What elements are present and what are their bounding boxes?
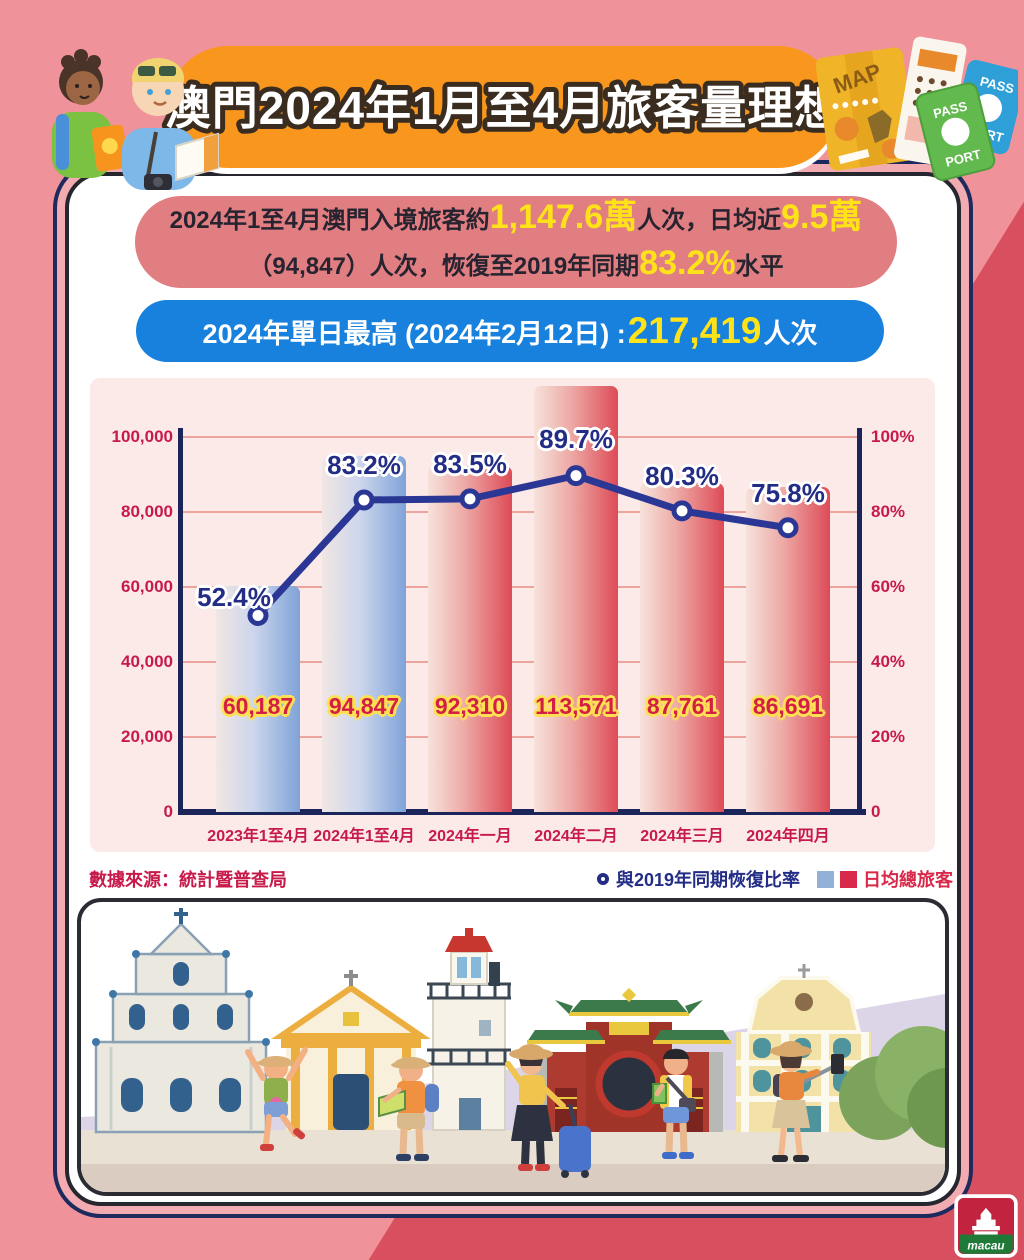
grid-line (183, 736, 859, 738)
ruins-of-st-pauls (92, 908, 270, 1134)
category-label: 2024年一月 (428, 828, 512, 845)
summary-daily-average: 9.5萬 (781, 198, 863, 236)
peak-banner: 2024年單日最高 (2024年2月12日) : 217,419 人次 (136, 300, 884, 362)
y-axis-right-tick-label: 80% (871, 502, 906, 521)
bar (322, 456, 406, 812)
category-label: 2023年1至4月 (207, 828, 309, 845)
macau-logo: macau (954, 1194, 1018, 1258)
category-label: 2024年1至4月 (313, 828, 415, 845)
bar-value-label: 87,761 (646, 693, 718, 719)
bar-value-label: 86,691 (752, 693, 824, 719)
travel-documents-illustration: MAP PASS PORT PASS PO (815, 36, 1018, 181)
line-marker-icon (597, 873, 609, 885)
summary-total-visitors: 1,147.6萬 (489, 198, 638, 236)
summary-recovery-rate: 83.2% (639, 244, 736, 282)
data-point-marker (353, 489, 375, 511)
category-label: 2024年三月 (640, 828, 724, 845)
percent-label: 89.7% (539, 423, 613, 454)
tourist-right-figure (122, 58, 219, 190)
summary-line-2: （94,847）人次，恢復至2019年同期83.2%水平 (248, 244, 784, 282)
y-axis-right (857, 428, 862, 815)
blue-bar-swatch-icon (817, 870, 834, 888)
summary-banner: 2024年1至4月澳門入境旅客約1,147.6萬人次，日均近9.5萬 （94,8… (135, 196, 897, 288)
legend-bars-label: 日均總旅客 (863, 870, 953, 890)
y-axis-tick-label: 80,000 (121, 502, 173, 521)
peak-value: 217,419 (627, 310, 762, 351)
summary-line-1: 2024年1至4月澳門入境旅客約1,147.6萬人次，日均近9.5萬 (169, 198, 863, 236)
guia-lighthouse (427, 928, 511, 1131)
tourist-yellow-jacket-man (652, 1048, 696, 1159)
y-axis-tick-label: 40,000 (121, 652, 173, 671)
y-axis-right-tick-label: 20% (871, 727, 906, 746)
grid-line (183, 661, 859, 663)
x-axis (178, 809, 866, 815)
grid-line (183, 436, 859, 438)
bar (746, 487, 830, 812)
legend-recovery-label: 與2019年同期恢復比率 (616, 870, 801, 890)
bar (640, 483, 724, 812)
y-axis-right-tick-label: 0 (871, 802, 881, 821)
tourist-left-figure (52, 49, 129, 178)
logo-text: macau (967, 1239, 1004, 1252)
percent-label: 83.2% (327, 450, 401, 480)
bushes (839, 1026, 945, 1148)
grid-line (183, 511, 859, 513)
percent-label: 75.8% (751, 477, 825, 508)
category-label: 2024年四月 (746, 828, 830, 845)
category-label: 2024年二月 (534, 828, 618, 845)
data-point-marker (777, 517, 799, 539)
chart-panel: 100,000 80,000 60,000 40,000 20,000 0 100% 80% 6… (90, 378, 935, 852)
y-axis-tick-label: 20,000 (121, 727, 173, 746)
bar (428, 466, 512, 812)
yellow-church (271, 970, 431, 1130)
y-axis-left (178, 428, 183, 815)
title-banner: 澳門2024年1月至4月旅客量理想 (160, 46, 845, 168)
red-bar-swatch-icon (840, 870, 857, 888)
percent-label: 83.5% (433, 448, 507, 479)
ruins-glyph-icon (972, 1207, 1000, 1235)
tourist-jumping-woman (245, 1047, 308, 1151)
tourist-selfie-woman (770, 1041, 844, 1162)
y-axis-tick-label: 0 (163, 802, 173, 821)
page-title: 澳門2024年1月至4月旅客量理想 (165, 82, 842, 134)
y-axis-tick-label: 100,000 (111, 427, 173, 446)
percent-label: 52.4% (197, 581, 271, 612)
peak-label: 2024年單日最高 (2024年2月12日) : (202, 318, 626, 349)
bar (534, 386, 618, 812)
main-panel: 2024年1至4月澳門入境旅客約1,147.6萬人次，日均近9.5萬 （94,8… (65, 172, 961, 1206)
y-axis-tick-label: 60,000 (121, 577, 173, 596)
data-point-marker (247, 605, 269, 626)
bar-value-label: 94,847 (328, 693, 400, 719)
bar-value-label: 60,187 (222, 693, 294, 719)
data-point-marker (565, 465, 587, 487)
y-axis-right-tick-label: 40% (871, 652, 906, 671)
data-source: 數據來源：統計暨普查局 (89, 870, 287, 890)
trend-line (247, 465, 799, 626)
bar-value-label: 92,310 (434, 693, 506, 719)
passport-green-icon: PASS PORT (915, 82, 996, 181)
tourist-map-man (378, 1057, 439, 1161)
percent-label: 80.3% (645, 460, 719, 491)
y-axis-right-tick-label: 100% (871, 427, 915, 446)
map-icon: MAP (815, 47, 917, 171)
macau-skyline-illustration (77, 898, 949, 1196)
tourists-pair-illustration (52, 49, 219, 190)
tourist-hat-woman-luggage (505, 1044, 591, 1178)
grid-line (183, 586, 859, 588)
data-point-marker (459, 488, 481, 510)
peak-suffix: 人次 (763, 318, 818, 349)
a-ma-temple (527, 987, 731, 1132)
y-axis-right-tick-label: 60% (871, 577, 906, 596)
data-point-marker (671, 500, 693, 522)
bar-value-label: 113,571 (535, 693, 617, 719)
legend-recovery-line: 與2019年同期恢復比率 (597, 866, 800, 892)
legend-daily-visitors: 日均總旅客 (817, 866, 953, 892)
